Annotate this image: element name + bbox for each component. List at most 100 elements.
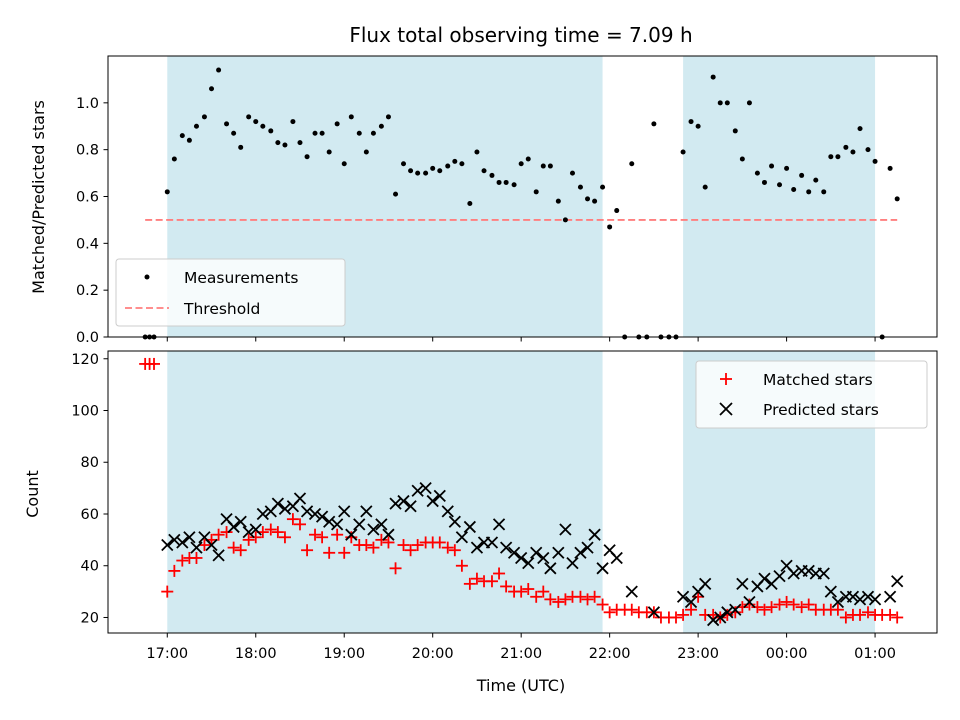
predicted-star-point [404, 500, 417, 513]
matched-star-point [242, 533, 255, 546]
predicted-star-point [176, 536, 189, 549]
measurement-point [415, 170, 421, 176]
measurement-point [489, 172, 495, 178]
measurement-point [540, 163, 546, 169]
predicted-star-point [891, 575, 904, 588]
predicted-star-point [574, 546, 587, 559]
measurement-point [378, 123, 384, 129]
predicted-star-point [227, 520, 240, 534]
x-tick-label: 19:00 [323, 646, 365, 662]
measurement-point [171, 156, 177, 162]
legend-threshold-label: Threshold [183, 300, 260, 318]
matched-star-point [309, 528, 322, 541]
matched-star-point [448, 544, 461, 557]
measurement-point [791, 186, 797, 192]
measurement-point [246, 114, 252, 120]
x-tick-label: 23:00 [677, 646, 719, 662]
measurement-point [186, 137, 192, 143]
measurement-point [828, 154, 834, 160]
measurement-point [164, 189, 170, 195]
matched-star-point [168, 564, 181, 577]
measurement-point [585, 196, 591, 202]
matched-star-point [375, 533, 388, 546]
predicted-star-point [345, 528, 358, 541]
measurement-point [297, 140, 303, 146]
measurement-point [850, 149, 856, 155]
bottom-axis-ticks: 20 40 60 80 100 120 [71, 352, 108, 626]
bottom-y-axis-label: Count [23, 470, 42, 518]
matched-star-point [537, 585, 550, 598]
measurement-point [525, 156, 531, 162]
measurement-point [385, 114, 391, 120]
x-tick-label: 18:00 [235, 646, 277, 662]
matched-star-point [743, 598, 756, 611]
predicted-star-point [161, 538, 174, 552]
measurement-point [423, 170, 429, 176]
x-tick-label: 20:00 [412, 646, 454, 662]
top-y-axis-label: Matched/Predicted stars [29, 100, 48, 294]
predicted-star-point [846, 590, 860, 603]
measurement-point [688, 119, 694, 125]
measurement-point [724, 100, 730, 106]
measurement-point [821, 189, 827, 195]
measurement-point [887, 165, 893, 171]
matched-star-point [441, 541, 454, 554]
predicted-star-point [463, 520, 476, 534]
matched-star-point [161, 585, 174, 598]
predicted-star-point [278, 502, 292, 515]
measurement-point [607, 224, 613, 230]
measurement-point [739, 156, 745, 162]
measurement-point [835, 154, 841, 160]
top-plot-series [142, 67, 900, 340]
bottom-y-tick-label: 100 [71, 404, 99, 420]
matched-star-point [249, 531, 262, 544]
bottom-axes-frame [107, 350, 938, 634]
predicted-star-point [308, 507, 322, 521]
top-shaded-interval-1 [683, 56, 876, 337]
predicted-star-point [256, 507, 269, 521]
matched-star-point [574, 590, 587, 603]
predicted-star-point [367, 523, 380, 536]
x-axis-ticks: 17:00 18:00 19:00 20:00 21:00 22:00 23:00 00:00… [146, 337, 896, 662]
matched-star-point [345, 531, 358, 544]
matched-star-point [500, 580, 513, 593]
matched-star-point [795, 601, 808, 614]
legend-measurements-label: Measurements [184, 269, 299, 287]
measurement-point [268, 128, 274, 134]
predicted-star-point [455, 531, 469, 544]
measurement-point [547, 163, 553, 169]
matched-star-point [411, 539, 424, 552]
predicted-star-point [499, 541, 513, 554]
measurement-point [680, 149, 686, 155]
bottom-y-tick-label: 20 [81, 610, 99, 626]
x-tick-label: 00:00 [766, 646, 808, 662]
measurement-point [401, 161, 407, 167]
predicted-star-point [824, 585, 837, 598]
bottom-shaded-interval-0 [167, 351, 603, 633]
top-axis-ticks: 0.0 0.2 0.4 0.6 0.8 1.0 [76, 96, 108, 346]
measurement-point [193, 123, 199, 129]
predicted-star-point [699, 577, 712, 590]
legend-predicted-stars-marker [719, 402, 733, 416]
measurement-point [224, 121, 230, 127]
matched-star-point [293, 518, 306, 531]
matched-star-point [190, 551, 203, 564]
matched-star-point [323, 546, 336, 559]
predicted-star-point [684, 595, 698, 609]
predicted-star-point [758, 572, 771, 585]
matched-star-point [455, 559, 468, 572]
predicted-star-point [212, 549, 225, 562]
matched-star-point [787, 598, 800, 611]
matched-star-point [404, 544, 417, 557]
matched-star-point [389, 562, 402, 575]
matched-star-point [148, 357, 161, 370]
matched-star-point [677, 608, 690, 621]
matched-star-point [884, 608, 897, 621]
predicted-star-point [360, 505, 373, 518]
measurement-point [201, 114, 207, 120]
measurement-point [777, 182, 783, 188]
matched-star-point [397, 539, 410, 552]
predicted-star-point [625, 585, 638, 598]
predicted-star-point [610, 551, 623, 565]
